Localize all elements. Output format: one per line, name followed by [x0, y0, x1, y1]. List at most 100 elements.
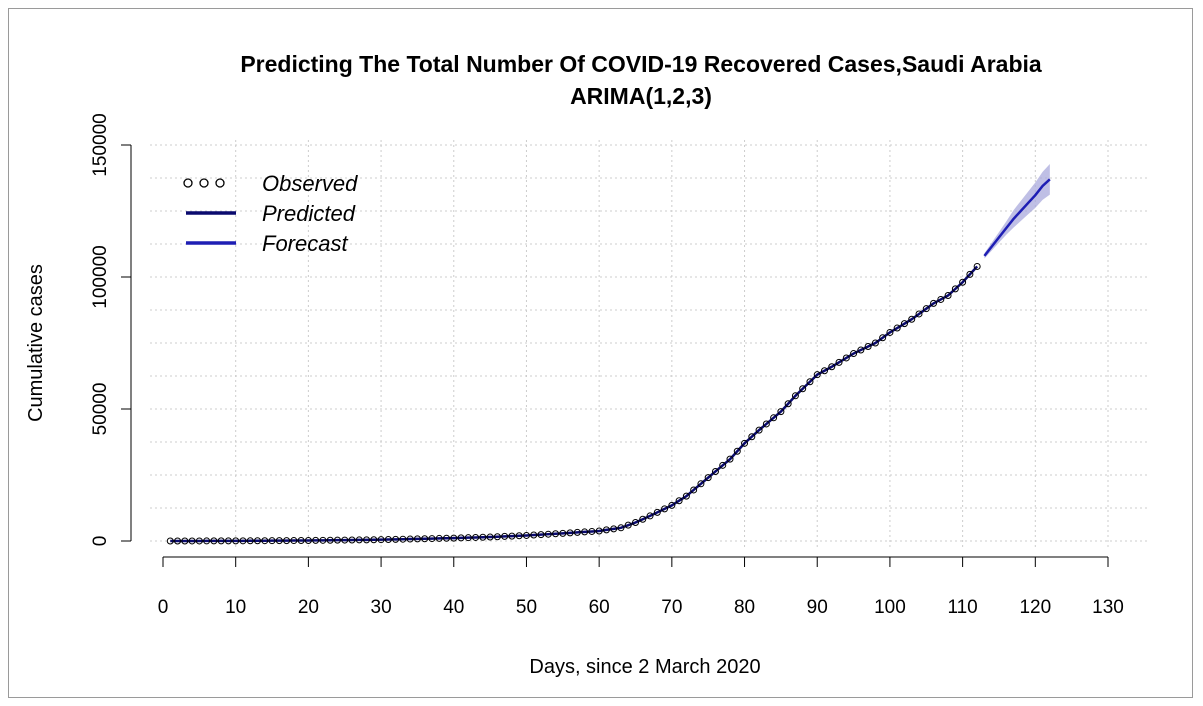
observed-point: [893, 324, 901, 332]
observed-point: [530, 531, 538, 539]
observed-point: [413, 535, 421, 543]
observed-point: [341, 536, 349, 544]
observed-point: [828, 363, 836, 371]
observed-point: [726, 455, 734, 463]
observed-point: [166, 537, 174, 545]
observed-point: [392, 535, 400, 543]
observed-point: [210, 537, 218, 545]
observed-point: [588, 527, 596, 535]
y-axis-label: Cumulative cases: [25, 264, 47, 422]
observed-point: [624, 521, 632, 529]
observed-point: [268, 537, 276, 545]
series-lines: [170, 178, 1051, 543]
observed-point: [246, 537, 254, 545]
observed-point: [755, 426, 763, 434]
legend: Observed Predicted Forecast: [183, 171, 358, 256]
observed-point: [566, 529, 574, 537]
observed-point: [355, 536, 363, 544]
observed-point: [733, 447, 741, 455]
observed-point: [602, 526, 610, 534]
observed-point: [224, 537, 232, 545]
observed-point: [486, 533, 494, 541]
legend-observed-marker: [199, 178, 209, 188]
observed-point: [937, 295, 945, 303]
observed-point: [770, 414, 778, 422]
observed-point: [377, 536, 385, 544]
observed-point: [973, 262, 981, 270]
observed-point: [741, 439, 749, 447]
observed-point: [610, 525, 618, 533]
observed-point: [704, 474, 712, 482]
y-tick-label: 50000: [90, 383, 111, 436]
observed-point: [261, 537, 269, 545]
x-tick-label: 20: [298, 597, 319, 618]
observed-point: [363, 536, 371, 544]
chart-title: Predicting The Total Number Of COVID-19 …: [240, 51, 1042, 77]
observed-point: [900, 320, 908, 328]
observed-point: [319, 536, 327, 544]
observed-point: [544, 530, 552, 538]
observed-point: [951, 285, 959, 293]
observed-point: [428, 535, 436, 543]
observed-point: [421, 535, 429, 543]
observed-point: [675, 497, 683, 505]
observed-point: [857, 346, 865, 354]
legend-label: Observed: [262, 171, 358, 196]
observed-point: [559, 529, 567, 537]
observed-point: [821, 367, 828, 375]
observed-point: [457, 534, 465, 542]
observed-point: [537, 531, 545, 539]
observed-point: [552, 530, 560, 538]
legend-label: Predicted: [262, 201, 356, 226]
observed-point: [632, 519, 639, 527]
observed-point: [806, 378, 814, 386]
x-tick-label: 0: [158, 597, 169, 618]
observed-point: [930, 299, 938, 307]
forecast-line: [983, 178, 1051, 257]
observed-point: [762, 420, 770, 428]
observed-point: [966, 270, 974, 278]
observed-point: [682, 492, 690, 500]
observed-point: [384, 536, 392, 544]
observed-point: [719, 461, 727, 469]
legend-observed-marker: [183, 178, 193, 188]
plot-frame: [8, 8, 1193, 698]
observed-point: [203, 537, 211, 545]
x-tick-label: 30: [371, 597, 392, 618]
observed-point: [472, 533, 480, 541]
observed-point: [435, 534, 443, 542]
observed-point: [573, 528, 581, 536]
observed-point: [515, 532, 523, 540]
x-tick-label: 80: [734, 597, 755, 618]
x-tick-label: 40: [443, 597, 464, 618]
observed-point: [646, 512, 654, 520]
observed-point: [653, 508, 661, 516]
observed-point: [922, 305, 930, 313]
observed-point: [370, 536, 378, 544]
observed-point: [711, 467, 719, 475]
observed-point: [508, 532, 516, 540]
y-tick-label: 150000: [90, 113, 111, 176]
observed-point: [661, 505, 669, 513]
x-tick-label: 70: [661, 597, 682, 618]
observed-point: [304, 536, 312, 544]
observed-point: [464, 534, 472, 542]
observed-point: [748, 433, 756, 441]
observed-point: [908, 315, 916, 323]
observed-point: [791, 392, 799, 400]
observed-point: [450, 534, 458, 542]
x-tick-label: 10: [225, 597, 246, 618]
legend-label: Forecast: [262, 231, 348, 256]
y-tick-label: 100000: [90, 245, 111, 308]
observed-point: [813, 371, 821, 379]
observed-point: [443, 534, 450, 542]
observed-point: [799, 385, 807, 393]
grid: [150, 140, 1150, 548]
x-tick-label: 110: [947, 597, 977, 618]
observed-point: [617, 524, 625, 532]
observed-point: [312, 536, 320, 544]
observed-point: [784, 400, 792, 408]
observed-point: [217, 537, 225, 545]
x-tick-label: 60: [589, 597, 610, 618]
